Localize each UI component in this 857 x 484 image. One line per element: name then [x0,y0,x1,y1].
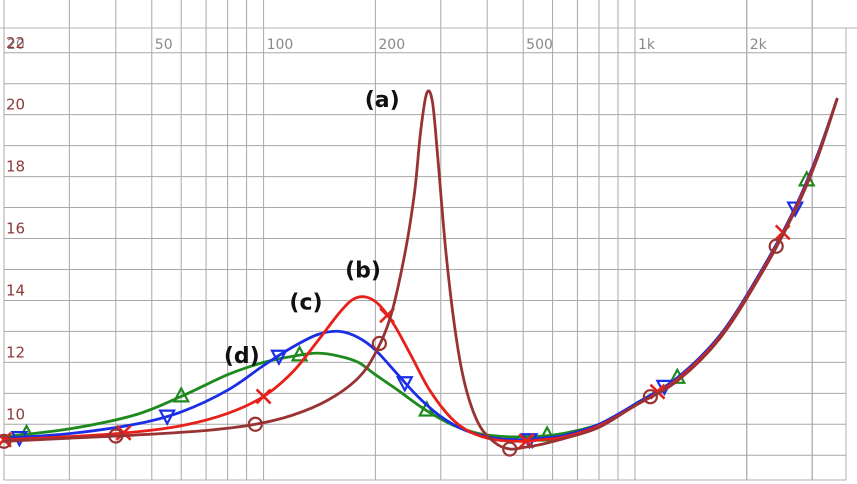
series-marker [768,238,784,254]
x-tick-label: 200 [378,37,405,53]
series-marker [371,335,387,352]
y-tick-label: 22 [6,34,25,52]
labels-layer: 20 50 100 200 500 1k 2k10121416182022(a)(b)(c)… [6,34,768,424]
series-marker [247,416,263,432]
series-marker [270,349,288,367]
series-marker [395,376,414,393]
series-layer [0,89,839,457]
x-tick-label: 50 [155,37,173,53]
series-marker [290,345,309,362]
x-tick-label: 2k [750,37,768,53]
x-tick-label: 100 [267,37,294,53]
y-tick-label: 20 [6,96,25,114]
series-marker [502,441,518,457]
y-tick-label: 10 [6,405,25,423]
series-marker [0,433,12,449]
series-label: (b) [345,258,381,283]
series-marker [642,389,658,405]
y-tick-label: 16 [6,220,25,238]
y-tick-label: 14 [6,281,25,299]
x-tick-label: 20 [7,37,25,53]
series-label: (d) [224,344,260,369]
y-tick-label: 12 [6,343,25,361]
series-label: (a) [365,88,400,113]
x-tick-label: 500 [526,37,553,53]
series-marker [108,428,124,444]
series-marker [786,201,805,218]
series-line [2,89,839,451]
series-marker [172,386,191,403]
x-tick-label: 1k [638,37,656,53]
series-marker [255,388,272,405]
series-marker [115,424,132,441]
series-label: (c) [289,290,322,315]
series-marker [158,409,177,426]
y-tick-label: 18 [6,158,25,176]
